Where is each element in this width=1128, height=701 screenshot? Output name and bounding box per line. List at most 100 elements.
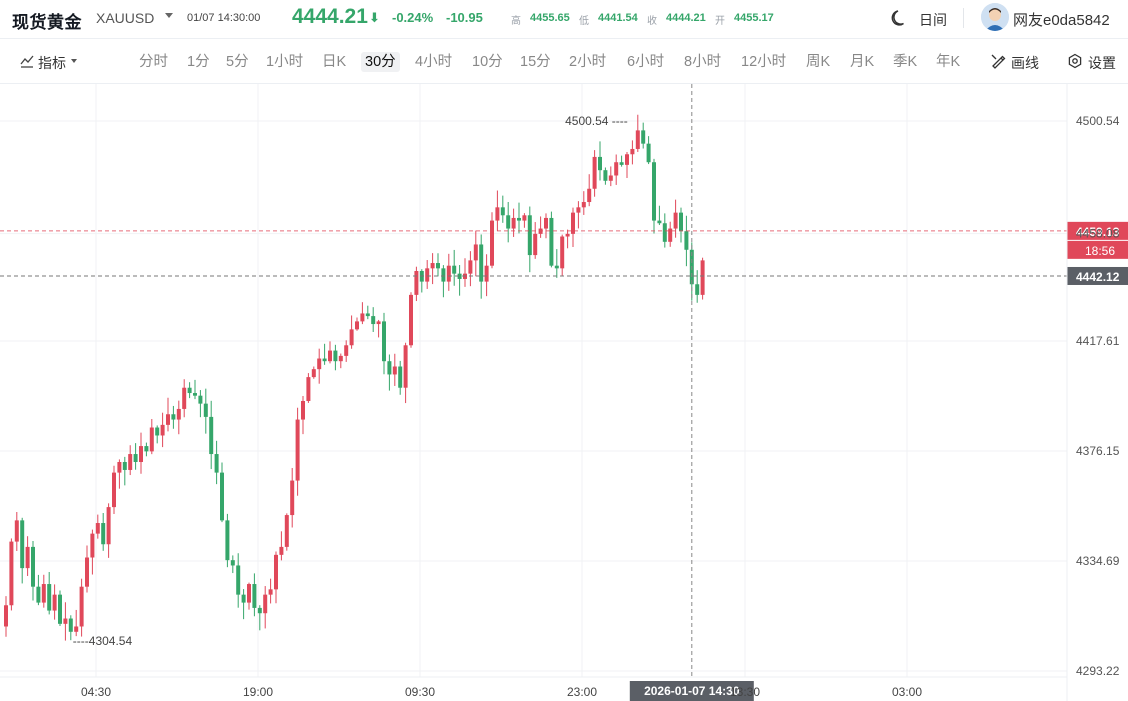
candle-body <box>295 419 300 481</box>
candle-body <box>122 462 127 470</box>
candle-body <box>166 414 170 425</box>
period-tab[interactable]: 日K <box>322 54 347 70</box>
candle-body <box>425 268 430 282</box>
candle-body <box>662 223 667 242</box>
period-tab[interactable]: 5分 <box>226 54 249 70</box>
candle-body <box>479 244 484 282</box>
period-tab[interactable]: 12小时 <box>741 54 787 70</box>
chevron-down-icon[interactable] <box>165 13 173 18</box>
avatar[interactable] <box>981 3 1009 31</box>
candle-body <box>403 345 408 388</box>
candle-body <box>360 313 365 322</box>
period-tab[interactable]: 2小时 <box>569 54 607 70</box>
stat-open-value: 4455.17 <box>734 12 774 24</box>
last-price-tag-label: 4459.13 <box>1076 225 1120 239</box>
crosshair-price-label: 4442.12 <box>1076 270 1120 284</box>
period-tab[interactable]: 年K <box>936 54 961 70</box>
candles-layer <box>4 114 705 641</box>
min-price-label: ----4304.54 <box>73 634 133 648</box>
candle-body <box>371 316 376 325</box>
candle-body <box>576 207 581 213</box>
indicator-button[interactable]: 指标 <box>38 55 66 71</box>
candle-body <box>193 393 197 396</box>
day-mode-toggle[interactable]: 日间 <box>919 12 947 28</box>
stat-high-label: 高 <box>511 16 521 27</box>
period-tab[interactable]: 周K <box>806 54 831 70</box>
gear-icon[interactable] <box>1067 53 1083 69</box>
draw-line-button[interactable]: 画线 <box>1011 55 1039 71</box>
candle-body <box>268 589 273 595</box>
candle-body <box>241 594 246 603</box>
moon-icon[interactable] <box>890 8 910 28</box>
candle-body <box>614 162 619 176</box>
candle-body <box>484 265 489 282</box>
countdown-label: 18:56 <box>1085 244 1115 258</box>
candle-body <box>673 212 678 229</box>
candle-body <box>549 217 554 266</box>
candle-body <box>279 546 284 555</box>
candle-body <box>14 520 19 542</box>
period-tab[interactable]: 季K <box>893 54 918 70</box>
candle-body <box>85 557 89 587</box>
x-tick-label: 23:00 <box>567 685 597 699</box>
candle-body <box>133 454 138 463</box>
candle-body <box>328 350 332 362</box>
chevron-down-icon[interactable] <box>71 59 77 63</box>
candle-body <box>31 546 35 587</box>
candle-body <box>52 594 57 611</box>
candle-body <box>144 446 149 452</box>
candle-body <box>338 355 343 362</box>
period-tab[interactable]: 分时 <box>139 54 168 70</box>
candle-body <box>679 212 683 232</box>
y-tick-label: 4293.22 <box>1076 664 1120 678</box>
candle-body <box>101 523 106 545</box>
candle-body <box>74 626 79 632</box>
candle-body <box>522 215 527 221</box>
y-tick-label: 4458.08 <box>1076 227 1120 241</box>
max-price-label: 4500.54 ---- <box>565 114 628 128</box>
period-tab[interactable]: 15分 <box>520 54 551 70</box>
candle-body <box>149 427 154 452</box>
candle-body <box>106 507 111 545</box>
down-arrow-icon: ⬇ <box>369 10 380 25</box>
candle-body <box>641 130 646 144</box>
stat-low-value: 4441.54 <box>598 12 638 24</box>
candle-body <box>187 387 192 394</box>
period-tab-active[interactable]: 30分 <box>361 52 400 72</box>
candle-body <box>290 480 295 516</box>
candle-body <box>160 424 165 436</box>
indicator-icon[interactable] <box>20 54 34 68</box>
candle-body <box>355 321 359 330</box>
candle-body <box>382 321 386 362</box>
period-tab[interactable]: 4小时 <box>415 54 453 70</box>
candle-body <box>495 207 500 221</box>
symbol-selector[interactable]: XAUUSD <box>96 10 155 26</box>
candle-body <box>317 358 322 370</box>
divider <box>963 8 964 28</box>
candle-body <box>284 515 289 547</box>
candle-body <box>619 162 624 165</box>
settings-button[interactable]: 设置 <box>1088 55 1116 71</box>
pen-icon[interactable] <box>990 53 1006 69</box>
top-bar: 现货黄金 XAUUSD 01/07 14:30:00 4444.21 ⬇ -0.… <box>0 0 1128 39</box>
candle-body <box>311 369 316 378</box>
period-tab[interactable]: 8小时 <box>684 54 722 70</box>
candle-body <box>392 366 397 375</box>
candle-body <box>63 618 68 624</box>
period-tab[interactable]: 月K <box>850 54 875 70</box>
period-tab[interactable]: 10分 <box>472 54 503 70</box>
candle-body <box>603 170 608 181</box>
candle-body <box>236 565 241 595</box>
y-tick-label: 4417.61 <box>1076 334 1120 348</box>
candle-body <box>333 350 338 362</box>
candle-body <box>500 207 505 216</box>
candle-body <box>452 265 457 274</box>
username[interactable]: 网友e0da5842 <box>1013 12 1110 29</box>
x-tick-label: 04:30 <box>81 685 111 699</box>
quote-datetime: 01/07 14:30:00 <box>187 12 261 24</box>
period-tab[interactable]: 6小时 <box>627 54 665 70</box>
candle-body <box>695 284 700 295</box>
period-tab[interactable]: 1小时 <box>266 54 304 70</box>
period-tab[interactable]: 1分 <box>187 54 210 70</box>
